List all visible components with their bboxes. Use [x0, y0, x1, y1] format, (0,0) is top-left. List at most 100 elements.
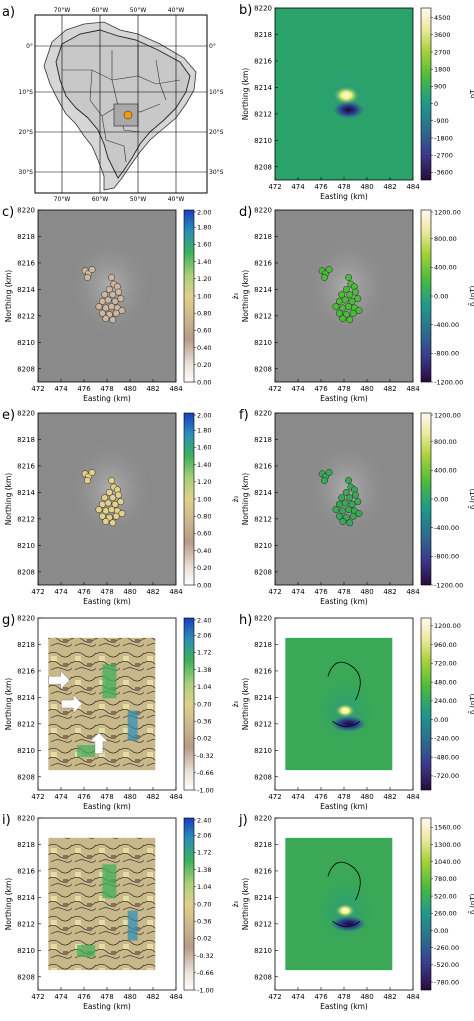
x-tick-label: 484: [169, 793, 183, 801]
colorbar-tick-label: 0: [434, 100, 438, 108]
plot-area: [48, 837, 156, 971]
x-axis-label: Easting (km): [320, 394, 368, 403]
y-tick-label: 8220: [254, 5, 272, 13]
x-axis-label: Easting (km): [320, 597, 368, 606]
x-tick-label: 484: [169, 993, 183, 1001]
source-point: [335, 309, 343, 317]
panel-letter: h): [239, 613, 252, 628]
y-tick-label: 8218: [254, 31, 272, 39]
contour-line: [327, 861, 361, 901]
colorbar-tick-label: 1.00: [197, 292, 211, 300]
colorbar-tick-label: 4500: [434, 14, 451, 22]
source-point: [109, 316, 117, 324]
x-tick-label: 484: [169, 588, 183, 596]
y-axis-label: Northing (km): [241, 270, 250, 323]
y-tick-label: 8208: [254, 365, 272, 373]
source-point: [98, 512, 106, 520]
x-tick-label: 480: [360, 385, 373, 393]
x-tick-label: 484: [406, 183, 420, 191]
x-tick-label: 472: [31, 793, 44, 801]
plot-area: [48, 637, 156, 771]
y-axis-label: Northing (km): [4, 270, 13, 323]
source-point: [112, 309, 120, 317]
colorbar-tick-label: -1800: [434, 134, 453, 142]
tilt-high-zone: [77, 745, 96, 758]
source-point: [104, 499, 112, 507]
y-axis-label: Northing (km): [241, 473, 250, 526]
source-point: [325, 266, 333, 273]
y-tick-label: 8214: [254, 694, 272, 702]
x-axis-label: Easting (km): [83, 597, 131, 606]
y-tick-label: 8212: [17, 720, 35, 728]
y-tick-label: 8208: [254, 163, 272, 171]
colorbar-tick-label: 1800: [434, 65, 451, 73]
x-tick-label: 484: [406, 993, 420, 1001]
source-point: [101, 494, 109, 502]
map-lon-labels-top: 70°W 60°W 50°W 40°W: [54, 7, 185, 14]
negative-lobe: [330, 715, 367, 732]
source-point: [325, 469, 333, 476]
panel-h: h) 8208 8210 8212 8214 8216 8218 8220 472 474 476 4…: [239, 613, 474, 811]
y-tick-label: 8210: [254, 747, 272, 755]
source-point: [339, 518, 347, 525]
y-axis-label: Northing (km): [241, 878, 250, 931]
colorbar-tick-label: 1.60: [197, 444, 211, 452]
source-point: [88, 266, 96, 273]
lon-label: 70°W: [54, 196, 71, 203]
x-tick-label: 478: [100, 793, 113, 801]
source-point: [115, 288, 122, 296]
plot-area: [285, 637, 393, 771]
colorbar-tick-label: 1.00: [197, 495, 211, 503]
colorbar-tick-label: -2700: [434, 151, 453, 159]
y-tick-label: 8218: [254, 233, 272, 241]
source-point: [354, 295, 362, 303]
panel-d: d) 8208 8210 8212 8214 8216 8218 8220 472 474 476 4…: [239, 205, 474, 403]
lat-label: 0°: [26, 43, 33, 50]
colorbar-tick-label: 1200.00: [434, 411, 461, 419]
source-point: [108, 274, 116, 281]
panel-i: i) 8208 8210 8212 8214 8216 8218 8220 472 474 476 4…: [2, 813, 240, 1011]
y-tick-label: 8210: [254, 339, 272, 347]
x-tick-label: 484: [406, 588, 420, 596]
colorbar-tick-label: -400.00: [434, 321, 459, 329]
x-tick-label: 472: [31, 588, 44, 596]
y-tick-label: 8220: [254, 207, 272, 215]
colorbar-tick-label: -1.00: [197, 986, 214, 994]
colorbar-tick-label: 1200.00: [434, 622, 461, 630]
colorbar-tick-label: 2.40: [197, 816, 211, 824]
source-point: [354, 498, 362, 506]
colorbar-tick-label: 800.00: [434, 235, 457, 243]
colorbar-tick-label: -3600: [434, 169, 453, 177]
colorbar-tick-label: 1.80: [197, 224, 211, 232]
panel-e: e) 8208 8210 8212 8214 8216 8218 8220 472 474 476 4…: [2, 408, 240, 606]
x-tick-label: 474: [291, 588, 305, 596]
y-tick-label: 8218: [17, 641, 35, 649]
colorbar-tick-label: 1300.00: [434, 841, 461, 849]
colorbar: [183, 817, 195, 991]
y-tick-label: 8208: [17, 365, 35, 373]
source-point: [117, 498, 125, 506]
colorbar-tick-label: 1560.00: [434, 824, 461, 832]
y-tick-label: 8210: [17, 339, 35, 347]
colorbar-tick-label: 1.20: [197, 478, 211, 486]
negative-lobe: [332, 100, 365, 119]
panel-letter: g): [2, 613, 15, 628]
colorbar: [183, 412, 195, 586]
source-point: [102, 315, 110, 322]
y-tick-label: 8216: [17, 259, 35, 267]
x-tick-label: 482: [383, 588, 396, 596]
x-tick-label: 476: [314, 588, 328, 596]
lon-label: 70°W: [54, 7, 71, 14]
y-tick-label: 8214: [254, 894, 272, 902]
y-tick-label: 8220: [254, 615, 272, 623]
source-point: [352, 491, 359, 499]
tilt-high-zone: [77, 945, 96, 958]
colorbar-tick-label: 1.72: [197, 849, 211, 857]
y-tick-label: 8216: [254, 462, 272, 470]
source-point: [346, 494, 354, 502]
colorbar-tick-label: -240.00: [434, 735, 459, 743]
x-tick-label: 480: [123, 793, 136, 801]
direction-arrow-icon: [61, 694, 83, 714]
colorbar-tick-label: 1.40: [197, 461, 211, 469]
